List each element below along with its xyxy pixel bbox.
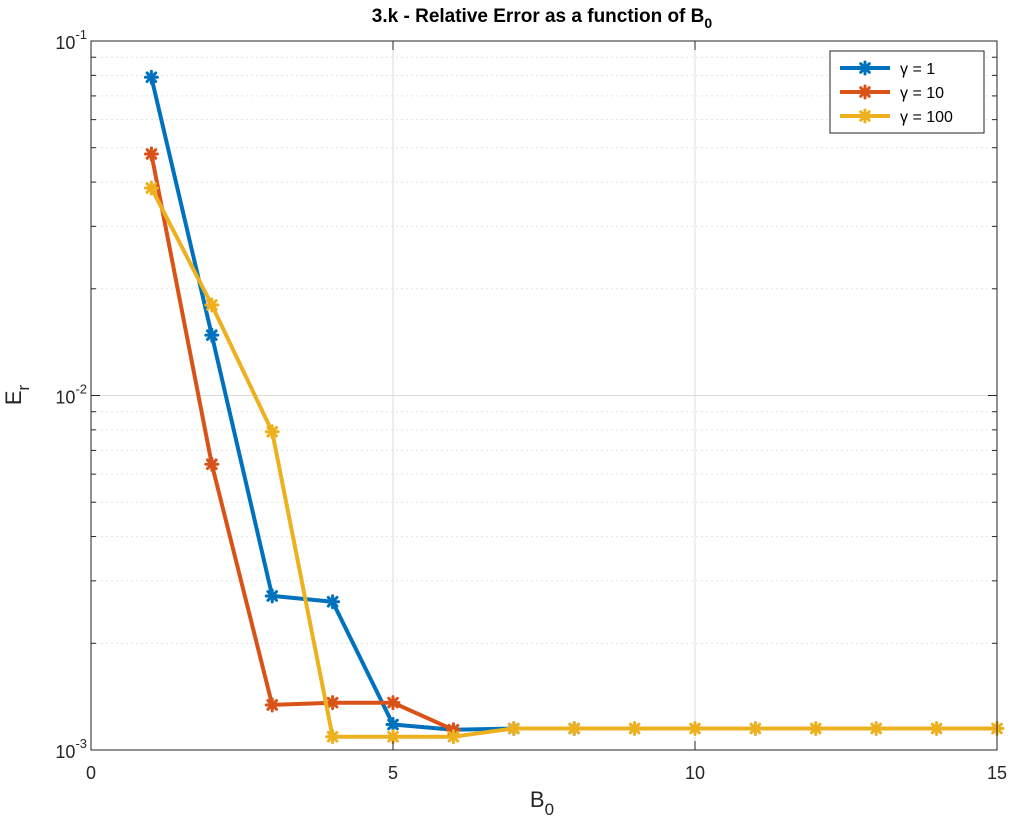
legend-label: γ = 10 xyxy=(900,85,944,102)
data-point xyxy=(445,729,461,745)
data-point xyxy=(566,720,582,736)
x-tick-label: 0 xyxy=(86,763,96,783)
series-1 xyxy=(143,69,582,738)
series-3 xyxy=(143,180,1005,745)
data-point xyxy=(204,327,220,343)
data-point xyxy=(857,60,873,76)
data-point xyxy=(385,717,401,733)
data-point xyxy=(143,146,159,162)
data-point xyxy=(385,729,401,745)
x-tick-label: 15 xyxy=(987,763,1007,783)
data-point xyxy=(204,456,220,472)
ticks: 0 5 10 15 10-3 10-2 10-1 xyxy=(55,27,1007,783)
data-point xyxy=(143,180,159,196)
legend: γ = 1 γ = 10 γ = 100 xyxy=(829,50,985,134)
series-group xyxy=(143,69,1005,745)
x-axis-label: B0 xyxy=(530,787,554,819)
legend-entry: γ = 10 xyxy=(840,84,944,102)
legend-label: γ = 1 xyxy=(900,61,935,78)
data-point xyxy=(627,720,643,736)
legend-entry: γ = 1 xyxy=(840,60,935,78)
series-line xyxy=(149,187,997,739)
data-point xyxy=(325,594,341,610)
data-point xyxy=(857,108,873,124)
x-tick-label: 5 xyxy=(388,763,398,783)
data-point xyxy=(808,720,824,736)
data-point xyxy=(325,695,341,711)
data-point xyxy=(929,720,945,736)
legend-box xyxy=(829,50,985,134)
data-point xyxy=(506,720,522,736)
legend-label: γ = 100 xyxy=(900,109,953,126)
data-point xyxy=(857,84,873,100)
data-point xyxy=(325,729,341,745)
data-point xyxy=(204,297,220,313)
data-point xyxy=(385,695,401,711)
legend-entry: γ = 100 xyxy=(840,108,953,126)
data-point xyxy=(264,424,280,440)
data-point xyxy=(143,69,159,85)
series-2 xyxy=(143,146,461,738)
series-line xyxy=(149,153,455,732)
chart-title: 3.k - Relative Error as a function of B0 xyxy=(372,6,713,31)
data-point xyxy=(747,720,763,736)
y-tick-label: 10-3 xyxy=(55,736,87,762)
y-tick-label: 10-1 xyxy=(55,27,87,53)
y-axis-label: Er xyxy=(1,384,33,405)
data-point xyxy=(868,720,884,736)
x-tick-label: 10 xyxy=(685,763,705,783)
data-point xyxy=(264,697,280,713)
series-line xyxy=(149,76,575,732)
y-tick-label: 10-2 xyxy=(55,382,87,408)
data-point xyxy=(264,588,280,604)
data-point xyxy=(687,720,703,736)
